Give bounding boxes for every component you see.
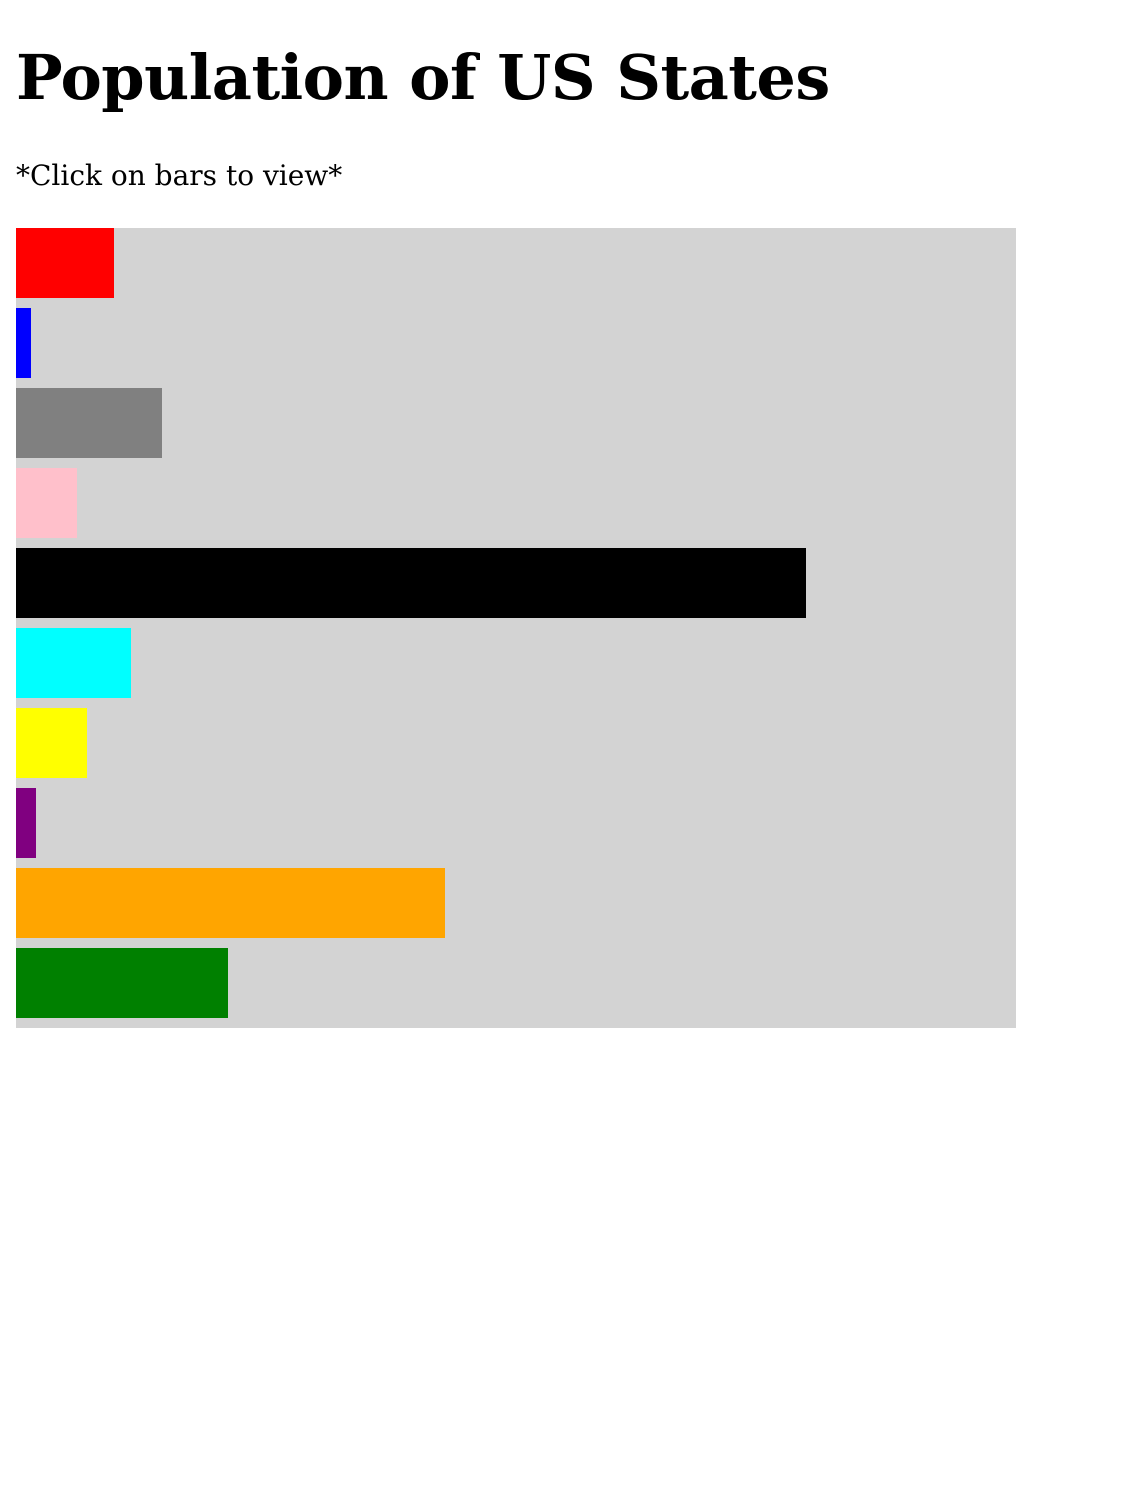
chart-bar-7[interactable] <box>16 708 87 778</box>
chart-bar-4[interactable] <box>16 468 77 538</box>
page-title: Population of US States <box>16 41 830 114</box>
chart-bar-6[interactable] <box>16 628 131 698</box>
chart-bar-3[interactable] <box>16 388 162 458</box>
chart-bar-2[interactable] <box>16 308 31 378</box>
instruction-text: *Click on bars to view* <box>16 159 343 192</box>
chart-bar-9[interactable] <box>16 868 445 938</box>
chart-bar-8[interactable] <box>16 788 36 858</box>
chart-bar-10[interactable] <box>16 948 228 1018</box>
chart-bar-5[interactable] <box>16 548 806 618</box>
chart-bar-1[interactable] <box>16 228 114 298</box>
bar-chart <box>16 228 1016 1028</box>
